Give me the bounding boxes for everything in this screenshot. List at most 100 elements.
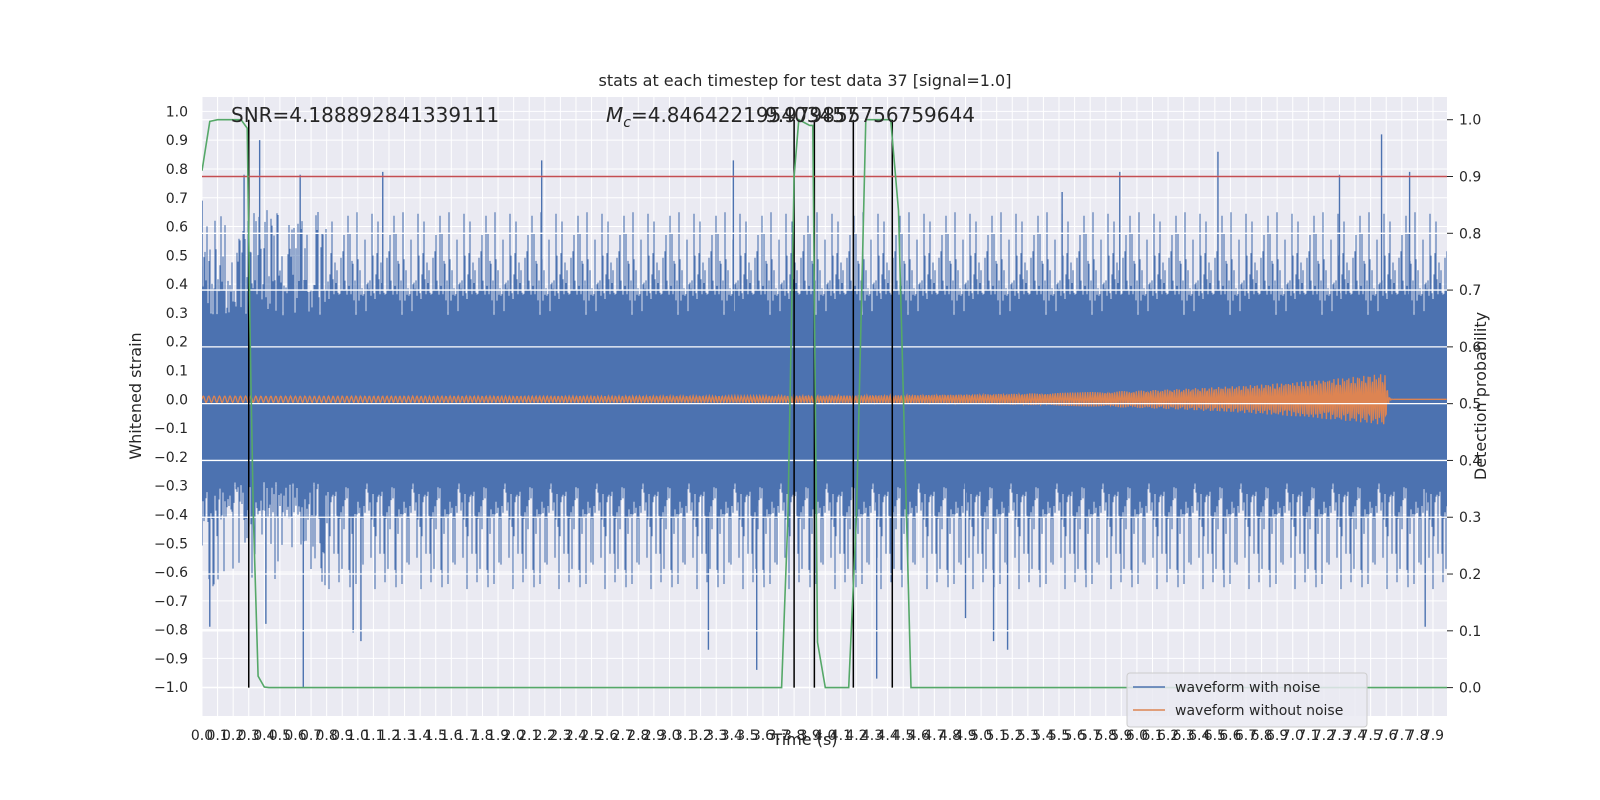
x-tick-label: 5.6	[1063, 728, 1085, 744]
x-tick-label: 1.6	[440, 728, 462, 744]
x-tick-label: 6.1	[1141, 728, 1163, 744]
x-tick-label: 1.0	[347, 728, 369, 744]
x-tick-label: 2.6	[596, 728, 618, 744]
x-tick-label: 2.2	[534, 728, 556, 744]
legend-box	[1126, 672, 1368, 728]
x-tick-label: 3.5	[736, 728, 758, 744]
x-tick-label: 6.5	[1204, 728, 1226, 744]
y2-tick-label: 0.4	[1459, 453, 1481, 469]
x-tick-label: 4.8	[939, 728, 961, 744]
x-tick-label: 6.3	[1173, 728, 1195, 744]
x-tick-label: 5.5	[1048, 728, 1070, 744]
x-tick-label: 2.5	[580, 728, 602, 744]
x-tick-label: 5.2	[1001, 728, 1023, 744]
y-tick-label: −0.5	[154, 536, 188, 552]
x-tick-label: 5.8	[1095, 728, 1117, 744]
x-tick-label: 3.9	[799, 728, 821, 744]
x-tick-label: 6.8	[1250, 728, 1272, 744]
x-tick-label: 4.9	[954, 728, 976, 744]
y-tick-label: 0.0	[166, 392, 188, 408]
y-tick-label: 0.5	[166, 248, 188, 264]
x-tick-label: 7.7	[1391, 728, 1413, 744]
x-tick-label: 0.3	[238, 728, 260, 744]
y-tick-label: 0.2	[166, 335, 188, 351]
x-tick-label: 0.9	[331, 728, 353, 744]
x-tick-label: 5.4	[1032, 728, 1054, 744]
y-tick-label: 0.4	[166, 277, 188, 293]
y-tick-label: −0.3	[154, 479, 188, 495]
chirp-mass-annotation: Mc=4.846422195403457	[606, 103, 858, 131]
x-tick-label: 6.2	[1157, 728, 1179, 744]
chirp-trace	[202, 374, 1447, 425]
x-tick-label: 2.0	[503, 728, 525, 744]
x-tick-label: 6.7	[1235, 728, 1257, 744]
y-tick-label: 1.0	[166, 104, 188, 120]
x-tick-label: 4.6	[908, 728, 930, 744]
y-tick-label: −0.7	[154, 594, 188, 610]
x-tick-label: 4.2	[845, 728, 867, 744]
y-tick-label: −0.9	[154, 651, 188, 667]
noise-trace	[202, 210, 1447, 590]
x-tick-label: 2.9	[643, 728, 665, 744]
x-tick-label: 5.7	[1079, 728, 1101, 744]
y-tick-label: −0.6	[154, 565, 188, 581]
x-tick-label: 2.8	[627, 728, 649, 744]
y2-tick-label: 1.0	[1459, 113, 1481, 129]
y2-gridlines	[202, 119, 1447, 689]
x-tick-label: 2.4	[565, 728, 587, 744]
x-tick-label: 1.8	[471, 728, 493, 744]
x-tick-label: 4.3	[861, 728, 883, 744]
x-tick-label: 0.4	[253, 728, 275, 744]
x-tick-label: 3.8	[783, 728, 805, 744]
y-tick-label: −0.1	[154, 421, 188, 437]
x-tick-label: 4.5	[892, 728, 914, 744]
y2-tick-label: 0.0	[1459, 681, 1481, 697]
y2-axis-label: Detection probability	[1471, 312, 1490, 480]
x-tick-label: 0.1	[206, 728, 228, 744]
series-waveform-without-noise	[202, 374, 1447, 425]
x-tick-label: 4.1	[830, 728, 852, 744]
legend: waveform with noise waveform without noi…	[1126, 672, 1368, 728]
x-tick-label: 0.6	[284, 728, 306, 744]
probability-trace	[202, 118, 1447, 689]
x-axis-label: Time (s)	[771, 730, 837, 749]
series-detection-probability	[202, 118, 1447, 689]
y-tick-label: 0.9	[166, 133, 188, 149]
x-tick-labels: 0.00.10.20.30.40.50.60.70.80.91.01.11.21…	[191, 728, 1444, 744]
y2-tick-label: 0.7	[1459, 283, 1481, 299]
x-tick-label: 6.0	[1126, 728, 1148, 744]
x-tick-label: 4.4	[876, 728, 898, 744]
y-axis-label: Whitened strain	[126, 332, 145, 459]
y-tick-label: −0.8	[154, 623, 188, 639]
snr-annotation: SNR=4.188892841339111	[231, 103, 499, 127]
x-tick-label: 4.0	[814, 728, 836, 744]
x-tick-label: 2.7	[612, 728, 634, 744]
x-tick-label: 7.1	[1297, 728, 1319, 744]
y-tick-label: −0.2	[154, 450, 188, 466]
x-tick-label: 2.1	[518, 728, 540, 744]
x-tick-label: 5.3	[1017, 728, 1039, 744]
y2-tick-label: 0.2	[1459, 567, 1481, 583]
x-tick-label: 3.6	[752, 728, 774, 744]
x-tick-label: 7.9	[1422, 728, 1444, 744]
y2-tick-label: 0.5	[1459, 397, 1481, 413]
overlapping-annotation: 9.979855756759644	[765, 103, 975, 127]
x-tick-label: 1.3	[393, 728, 415, 744]
x-tick-label: 0.2	[222, 728, 244, 744]
x-tick-label: 1.4	[409, 728, 431, 744]
x-tick-label: 7.4	[1344, 728, 1366, 744]
y2-tick-label: 0.9	[1459, 170, 1481, 186]
x-tick-label: 0.8	[316, 728, 338, 744]
series-layer	[202, 118, 1447, 689]
y-tick-label: −0.4	[154, 507, 188, 523]
y-tick-label: 0.6	[166, 220, 188, 236]
x-tick-label: 3.4	[721, 728, 743, 744]
x-tick-label: 0.5	[269, 728, 291, 744]
x-tick-label: 6.9	[1266, 728, 1288, 744]
x-tick-label: 1.5	[425, 728, 447, 744]
x-tick-label: 0.7	[300, 728, 322, 744]
x-tick-label: 7.3	[1328, 728, 1350, 744]
chart-title: stats at each timestep for test data 37 …	[599, 71, 1012, 90]
x-tick-label: 7.5	[1360, 728, 1382, 744]
y-tick-labels: 1.0 0.9 0.8 0.7 0.6 0.5 0.4 0.3 0.2 0.1 0.0 −0.1 −0.…	[154, 104, 188, 696]
